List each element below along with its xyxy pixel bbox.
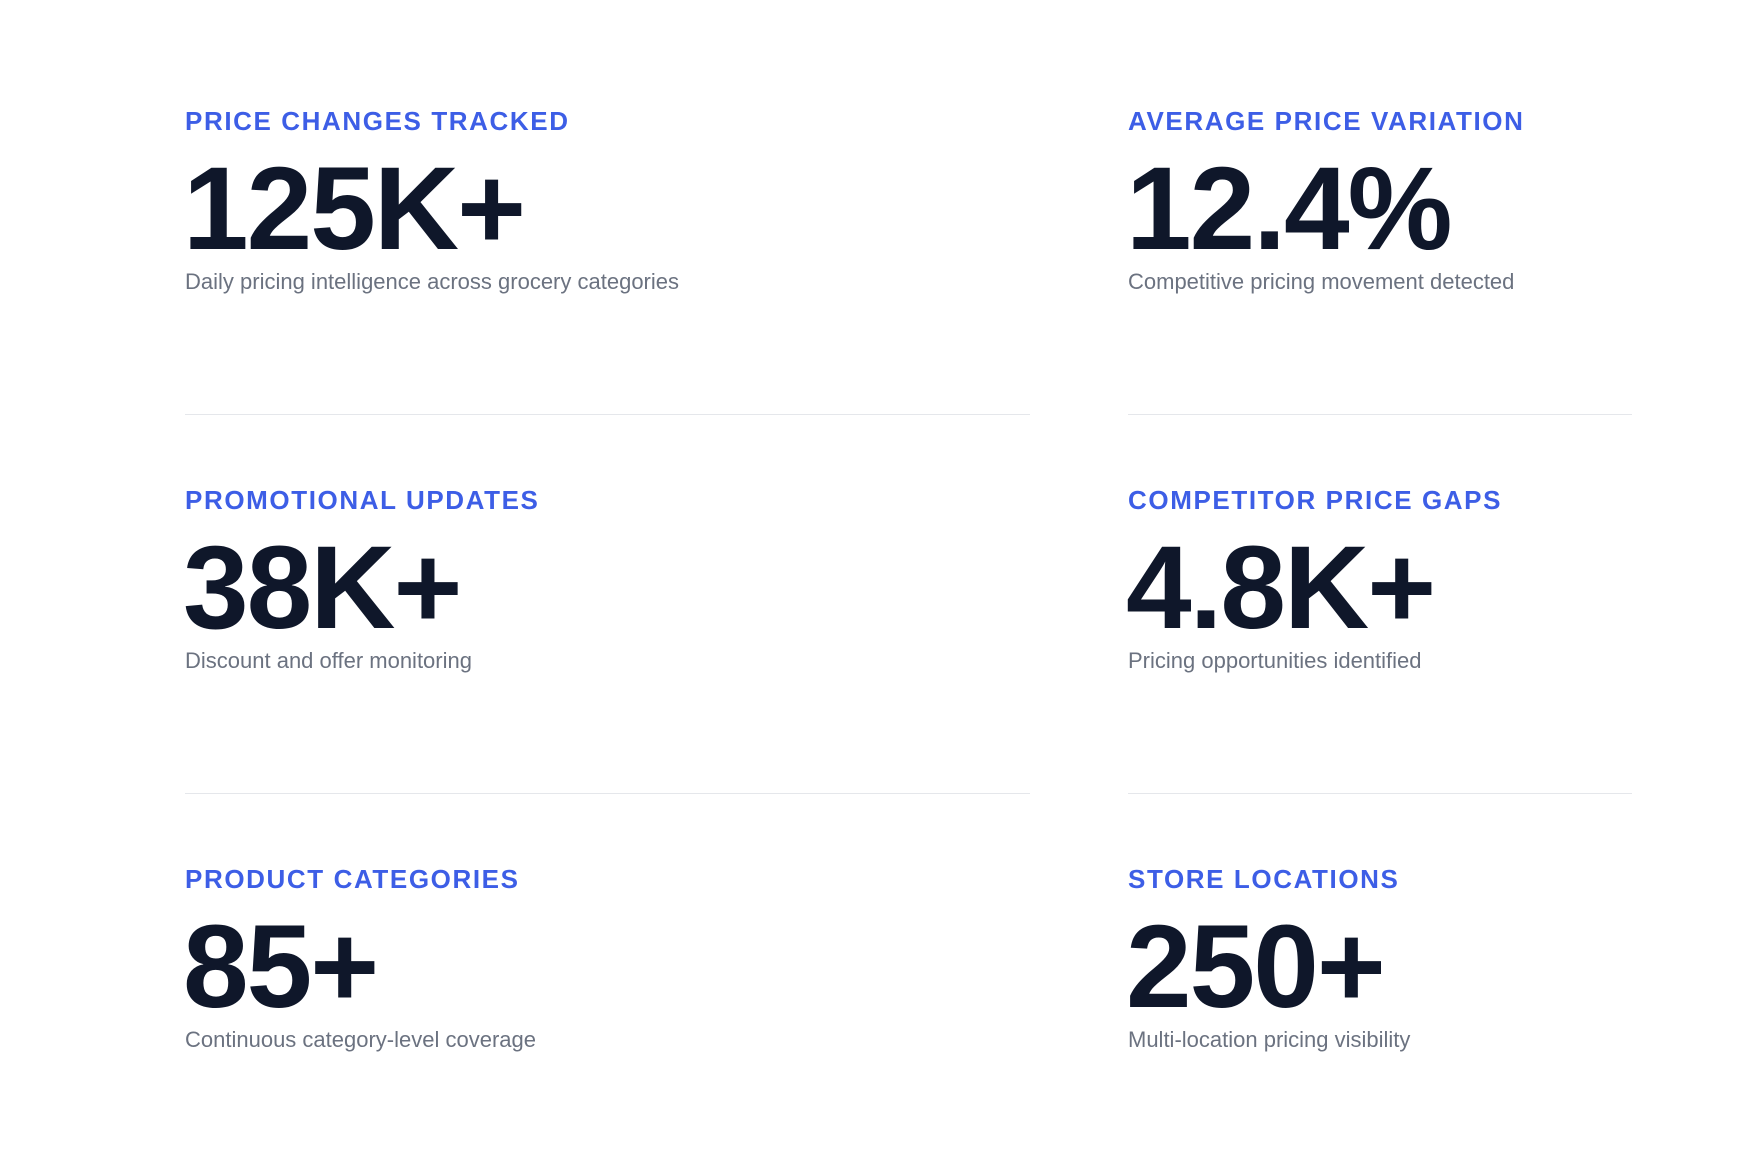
divider (1128, 414, 1632, 415)
stat-description: Multi-location pricing visibility (1128, 1027, 1411, 1052)
stat-value: 85+ (183, 901, 379, 1033)
stat-value: 250+ (1126, 901, 1386, 1033)
stat-description: Daily pricing intelligence across grocer… (185, 269, 680, 294)
stat-value: 4.8K+ (1126, 522, 1436, 654)
stat-label: PRICE CHANGES TRACKED (185, 106, 570, 136)
stat-description: Pricing opportunities identified (1128, 648, 1422, 673)
stat-label: PRODUCT CATEGORIES (185, 864, 520, 894)
stat-label: PROMOTIONAL UPDATES (185, 485, 540, 515)
stat-label: COMPETITOR PRICE GAPS (1128, 485, 1503, 515)
divider (185, 414, 1030, 415)
stat-description: Competitive pricing movement detected (1128, 269, 1515, 294)
stat-description: Continuous category-level coverage (185, 1027, 536, 1052)
stat-label: STORE LOCATIONS (1128, 864, 1400, 894)
divider (185, 793, 1030, 794)
divider (1128, 793, 1632, 794)
stat-value: 125K+ (183, 143, 526, 275)
stat-label: AVERAGE PRICE VARIATION (1128, 106, 1525, 136)
stat-description: Discount and offer monitoring (185, 648, 472, 673)
stat-value: 12.4% (1126, 143, 1453, 275)
stat-value: 38K+ (183, 522, 462, 654)
